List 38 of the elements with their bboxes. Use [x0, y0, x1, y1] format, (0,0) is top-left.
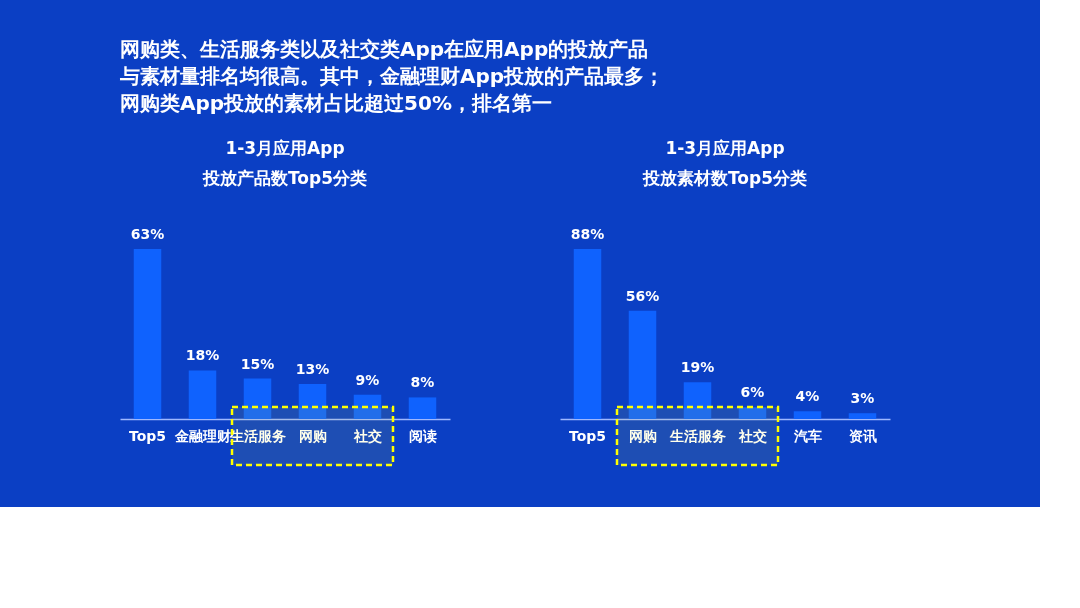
data-label: 56%	[625, 287, 660, 304]
data-label: 3%	[850, 390, 875, 407]
bar	[188, 370, 217, 419]
bar	[133, 249, 162, 419]
data-label: 15%	[240, 355, 275, 372]
data-label: 88%	[570, 226, 605, 242]
data-label: 19%	[680, 359, 715, 376]
data-label: 6%	[740, 384, 765, 401]
data-label: 63%	[130, 226, 165, 242]
bar	[408, 397, 437, 419]
data-label: 13%	[295, 360, 330, 377]
x-tick-label: 资讯	[848, 427, 877, 444]
bar	[793, 411, 822, 419]
x-tick-label: 社交	[352, 427, 382, 444]
data-label: 8%	[410, 374, 435, 391]
x-tick-label: 生活服务	[668, 427, 726, 444]
x-tick-label: Top5	[568, 427, 607, 444]
x-tick-label: 社交	[737, 427, 767, 444]
text: 网购类、生活服务类以及社交类App在应用App的投放产品与素材量排名均很高。其中，金融理财App投放的产品最多；网购类App投放的素材占比超过50%，排名第一	[119, 37, 665, 115]
x-tick-label: 网购	[298, 427, 327, 444]
bar	[573, 249, 602, 419]
data-label: 4%	[795, 388, 820, 405]
chart-title: 1-3月应用App 投放产品数Top5分类	[201, 138, 368, 188]
bar	[353, 394, 382, 419]
x-tick-label: 金融理财	[173, 427, 231, 444]
bar	[738, 407, 767, 419]
bar	[848, 413, 877, 419]
bar	[298, 383, 327, 419]
x-tick-label: 阅读	[408, 427, 437, 444]
bar	[243, 378, 272, 419]
x-tick-label: Top5	[128, 427, 167, 444]
data-label: 9%	[355, 371, 380, 388]
data-label: 18%	[185, 347, 220, 364]
x-tick-label: 网购	[628, 427, 657, 444]
bar	[683, 382, 712, 419]
x-tick-label: 汽车	[792, 427, 822, 444]
chart-title: 1-3月应用App 投放素材数Top5分类	[641, 138, 808, 188]
bar	[628, 310, 657, 419]
